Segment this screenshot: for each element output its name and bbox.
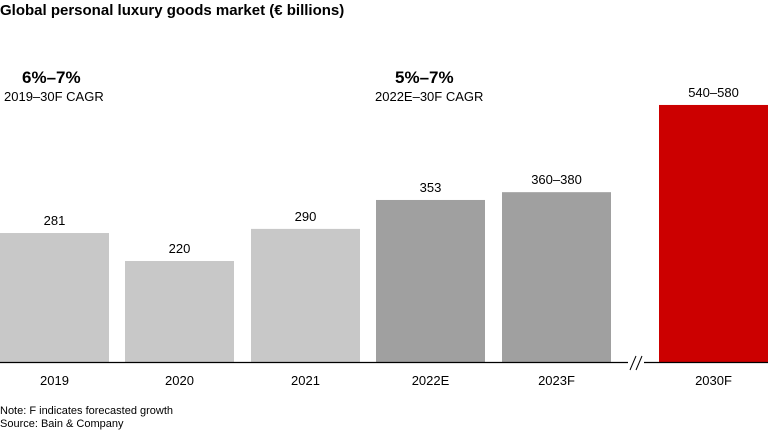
x-tick-label-2022E: 2022E [412,373,450,388]
data-label-2023F: 360–380 [531,172,582,187]
cagr-value: 5%–7% [395,68,454,87]
data-label-2020: 220 [169,241,191,256]
cagr-annotation-2019-2030: 6%–7% 2019–30F CAGR [4,68,104,104]
bar-2019 [0,233,109,362]
chart-title: Global personal luxury goods market (€ b… [0,2,345,19]
cagr-label: 2022E–30F CAGR [375,89,484,104]
axis-break-mark [629,355,637,371]
axis-break-mark [635,355,643,371]
data-label-2021: 290 [295,209,317,224]
bar-2030F [659,104,768,363]
x-tick-label-2019: 2019 [40,373,69,388]
x-tick-label-2021: 2021 [291,373,320,388]
cagr-label: 2019–30F CAGR [4,89,104,104]
x-tick-label-2020: 2020 [165,373,194,388]
bar-2021 [251,228,360,362]
source-text: Source: Bain & Company [0,418,124,430]
cagr-value: 6%–7% [22,68,81,87]
data-label-2030F: 540–580 [688,85,739,100]
data-label-2022E: 353 [420,180,442,195]
data-label-2019: 281 [44,213,66,228]
footnotes: Note: F indicates forecasted growth Sour… [0,405,173,431]
x-tick-label-2030F: 2030F [695,373,732,388]
bar-chart: 281 2019 220 2020 290 2021 353 2022E 360–380 2023… [0,85,768,388]
x-tick-label-2023F: 2023F [538,373,575,388]
bar-2023F [502,192,611,362]
cagr-annotation-2022-2030: 5%–7% 2022E–30F CAGR [375,68,483,104]
bar-2022E [376,199,485,362]
note-text: Note: F indicates forecasted growth [0,405,174,417]
bar-2020 [125,261,234,362]
